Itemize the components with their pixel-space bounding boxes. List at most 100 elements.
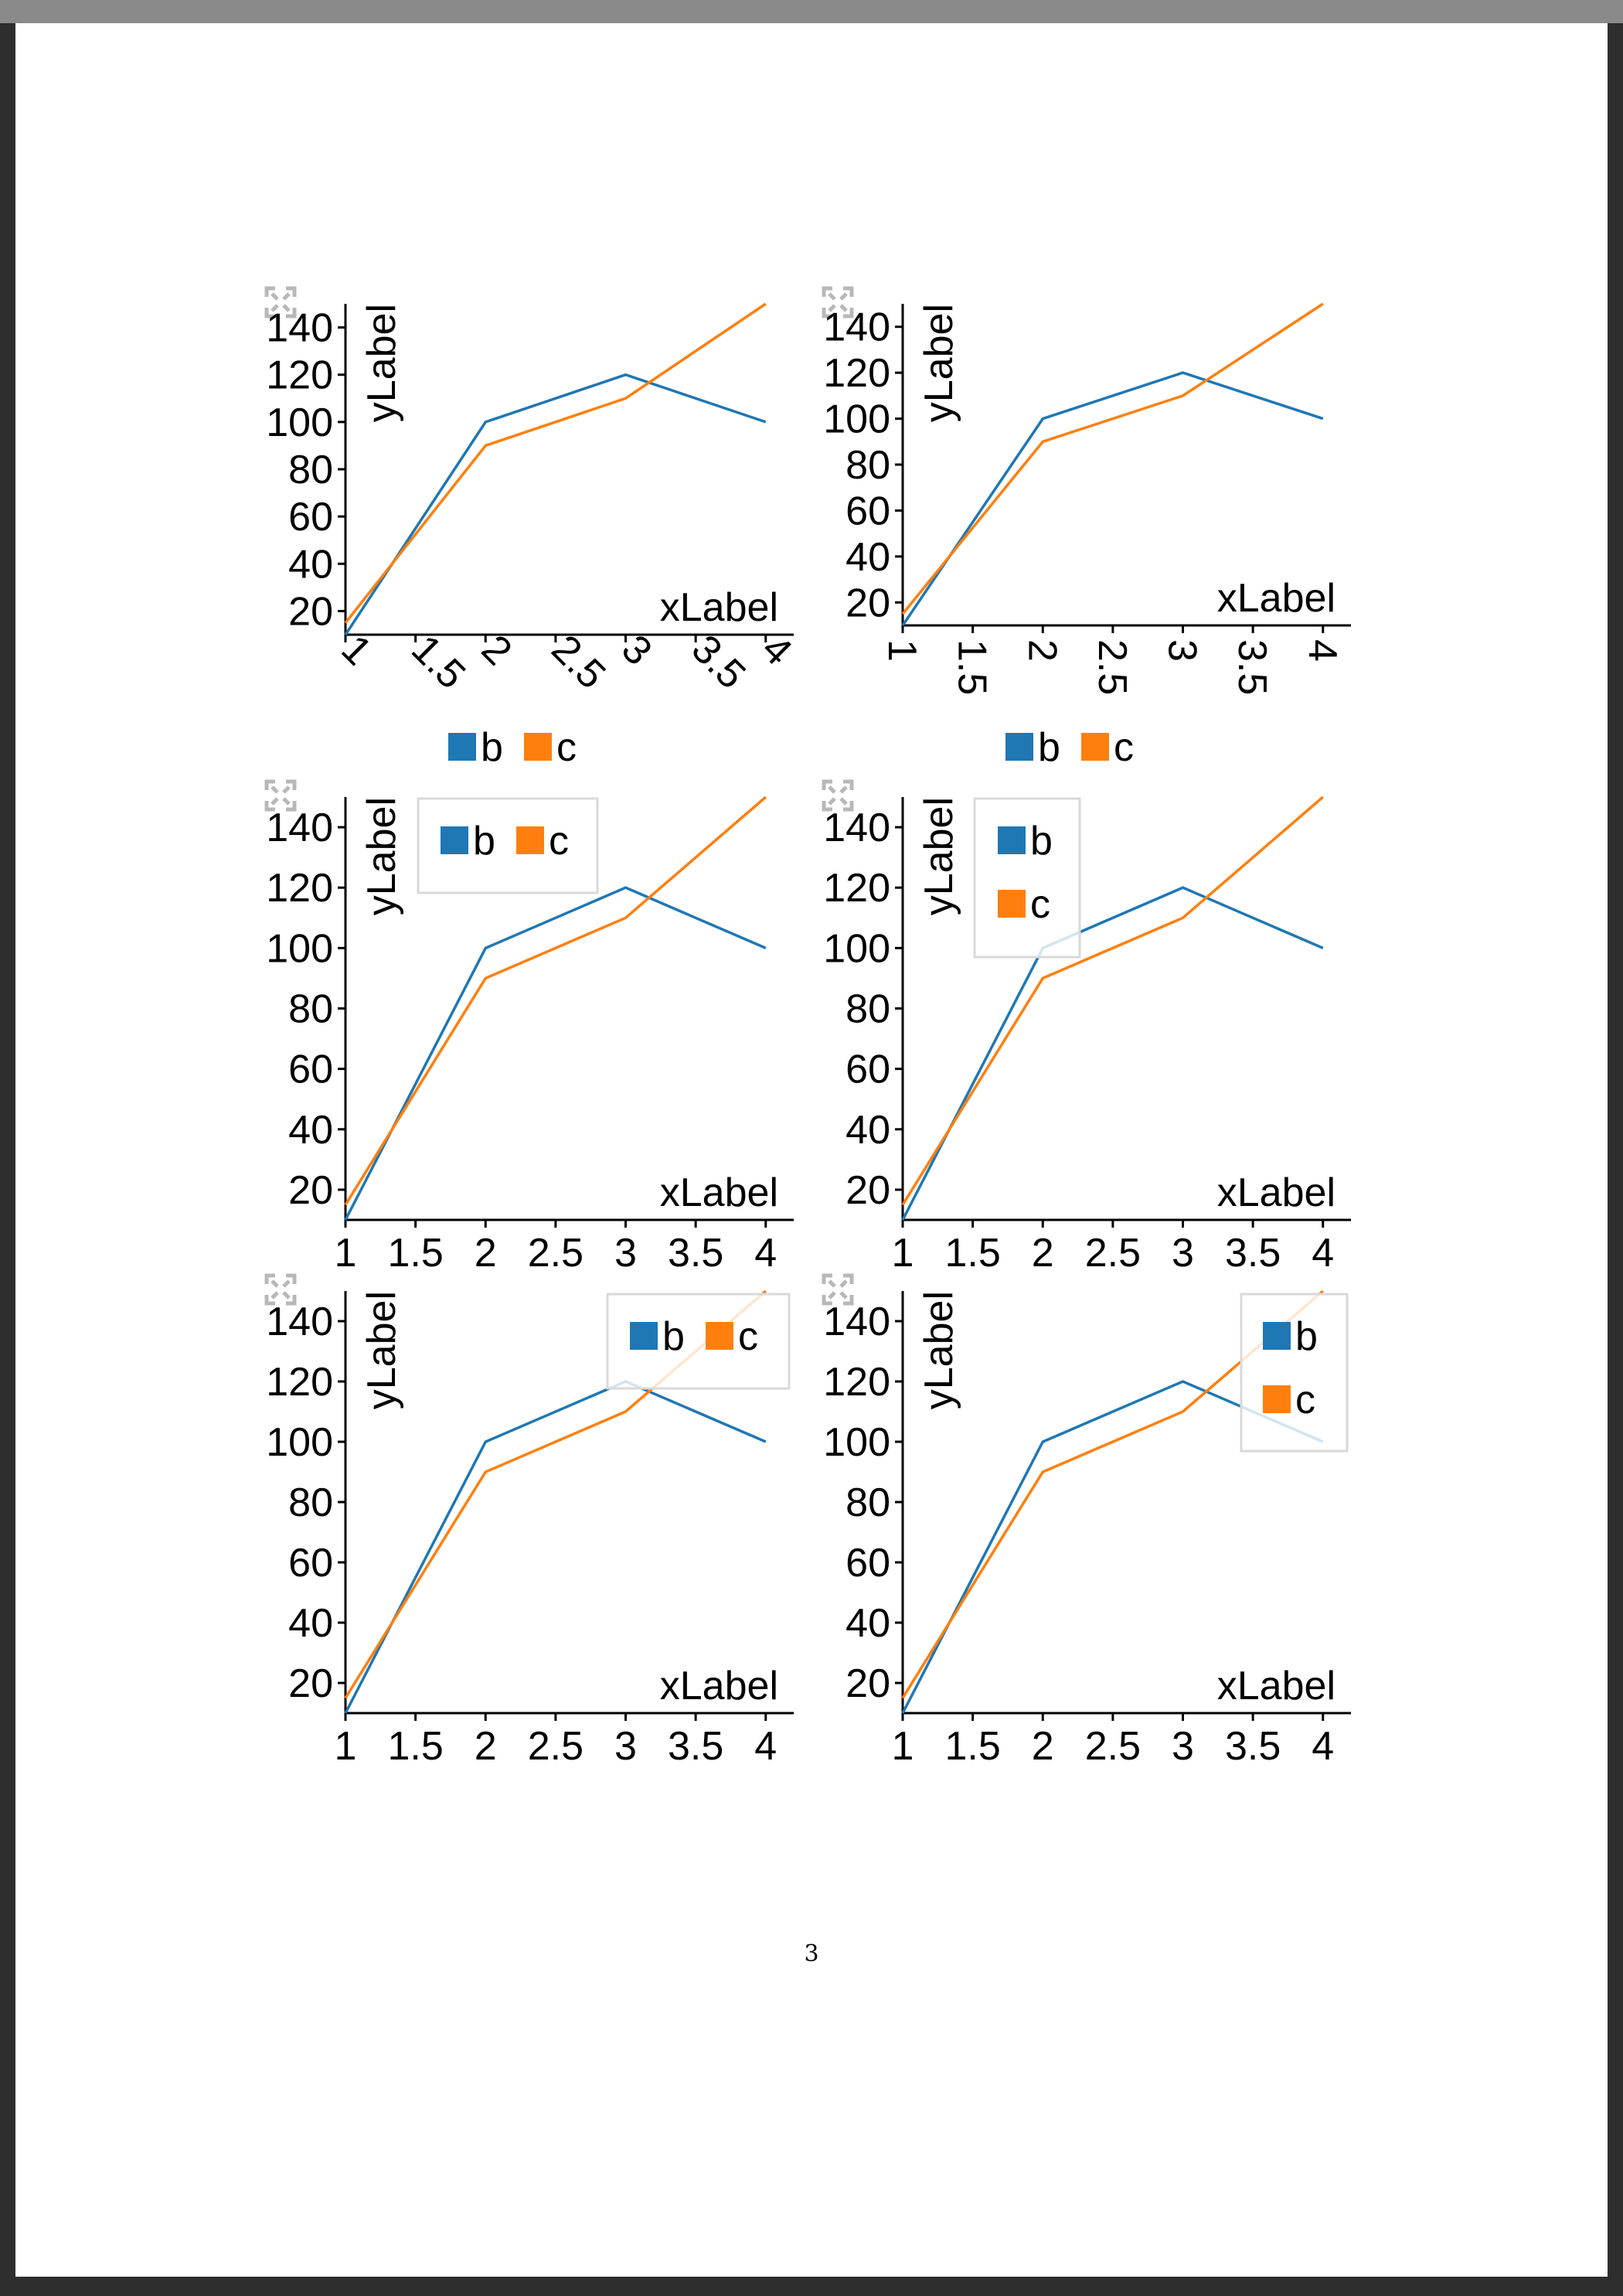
legend-label-b: b [473, 819, 495, 864]
legend-swatch-c [1263, 1385, 1291, 1413]
x-tick-label: 2.5 [1085, 1724, 1141, 1769]
y-axis-label: yLabel [359, 1291, 404, 1409]
x-tick-label: 2 [475, 1231, 497, 1276]
y-tick-label: 40 [846, 535, 890, 580]
y-tick-label: 100 [266, 926, 333, 971]
legend-label-b: b [481, 725, 503, 770]
y-tick-label: 60 [288, 1048, 333, 1092]
x-tick-label: 2 [1019, 639, 1064, 662]
y-tick-label: 140 [823, 305, 890, 350]
y-tick-label: 80 [846, 1480, 890, 1525]
y-tick-label: 80 [846, 443, 890, 488]
y-tick-label: 60 [288, 495, 333, 540]
legend-label-b: b [1295, 1314, 1318, 1359]
page-number: 3 [804, 1940, 819, 1967]
x-axis-label: xLabel [1217, 1664, 1335, 1708]
x-tick-label: 3 [614, 1231, 637, 1276]
x-tick-label: 1.5 [950, 639, 995, 695]
expand-icon[interactable] [822, 1273, 854, 1306]
legend: bc [973, 797, 1081, 959]
y-tick-label: 80 [288, 987, 333, 1032]
y-tick-label: 60 [846, 1541, 890, 1586]
x-tick-label: 1.5 [387, 1724, 443, 1769]
series-line-b [344, 1380, 767, 1714]
legend-label-c: c [1114, 725, 1134, 770]
y-tick-label: 40 [846, 1108, 890, 1153]
y-tick-label: 20 [846, 581, 890, 625]
y-tick-label: 120 [266, 1360, 333, 1405]
y-tick-label: 120 [266, 866, 333, 911]
y-tick-label: 140 [823, 1300, 890, 1344]
y-tick-label: 40 [846, 1601, 890, 1646]
x-tick-label: 4 [1312, 1724, 1334, 1769]
legend-label-c: c [1030, 882, 1050, 927]
legend-label-c: c [549, 819, 569, 864]
x-tick-label: 2 [1032, 1231, 1054, 1276]
legend-label-b: b [1038, 725, 1060, 770]
y-axis-label: yLabel [917, 1291, 961, 1409]
series-line-b [344, 373, 767, 635]
x-tick-label: 1.5 [944, 1231, 1000, 1276]
legend-swatch-c [524, 733, 552, 761]
y-tick-label: 100 [823, 397, 890, 442]
x-axis-label: xLabel [660, 1664, 778, 1708]
y-tick-label: 120 [823, 866, 890, 911]
y-tick-label: 20 [846, 1168, 890, 1213]
x-tick-label: 3 [1160, 639, 1205, 662]
x-tick-label: 4 [1312, 1231, 1334, 1276]
expand-icon[interactable] [264, 779, 297, 812]
expand-icon[interactable] [822, 779, 854, 812]
y-tick-label: 60 [846, 1048, 890, 1092]
x-tick-label: 4 [754, 1231, 777, 1276]
chart-4: 20 40 60 80 100 120 140 1 1.5 2 2.5 3 3.5 4 xLabel yLab… [822, 779, 1351, 1276]
y-tick-label: 20 [288, 1661, 333, 1706]
chart-6: 20 40 60 80 100 120 140 1 1.5 2 2.5 3 3.5 4 xLabel yLab… [822, 1273, 1351, 1769]
x-tick-label: 1.5 [944, 1724, 1000, 1769]
x-tick-label: 3.5 [1225, 1724, 1281, 1769]
legend-swatch-b [441, 826, 468, 854]
series-line-b [901, 371, 1324, 626]
x-axis-label: xLabel [1217, 576, 1335, 621]
x-tick-label: 3 [1172, 1231, 1194, 1276]
x-tick-label: 2.5 [543, 626, 614, 697]
series-line-b [901, 886, 1324, 1221]
y-tick-label: 80 [846, 987, 890, 1032]
legend-swatch-c [706, 1322, 733, 1350]
x-tick-label: 1 [892, 1724, 914, 1769]
series-line-b [344, 886, 767, 1221]
chart-3: 20 40 60 80 100 120 140 1 1.5 2 2.5 3 3.5 4 xLabel yLab… [264, 779, 794, 1276]
y-tick-label: 120 [823, 1360, 890, 1405]
y-axis-label: yLabel [359, 304, 404, 422]
y-tick-label: 120 [266, 353, 333, 398]
y-tick-label: 100 [823, 1420, 890, 1465]
expand-icon[interactable] [264, 1273, 297, 1306]
series-line-c [344, 302, 767, 624]
legend-label-b: b [1030, 819, 1053, 864]
y-tick-label: 140 [266, 306, 333, 351]
y-tick-label: 40 [288, 1108, 333, 1153]
expand-icon[interactable] [264, 286, 297, 319]
series-line-c [901, 302, 1324, 615]
legend-label-c: c [1295, 1378, 1315, 1422]
legend-swatch-c [516, 826, 544, 854]
viewer-top-bar [0, 0, 1623, 23]
legend-label-b: b [662, 1314, 685, 1359]
y-tick-label: 140 [823, 806, 890, 850]
x-tick-label: 4 [754, 1724, 777, 1769]
x-tick-label: 3 [1172, 1724, 1194, 1769]
expand-icon[interactable] [822, 286, 854, 319]
x-tick-label: 2.5 [1085, 1231, 1141, 1276]
y-tick-label: 100 [266, 1420, 333, 1465]
legend-swatch-b [1263, 1322, 1291, 1350]
legend-swatch-b [1005, 733, 1033, 761]
legend-frame [973, 797, 1081, 959]
series-line-c [344, 795, 767, 1206]
x-tick-label: 1 [335, 1231, 357, 1276]
y-tick-label: 60 [288, 1541, 333, 1586]
y-axis-label: yLabel [359, 797, 404, 915]
